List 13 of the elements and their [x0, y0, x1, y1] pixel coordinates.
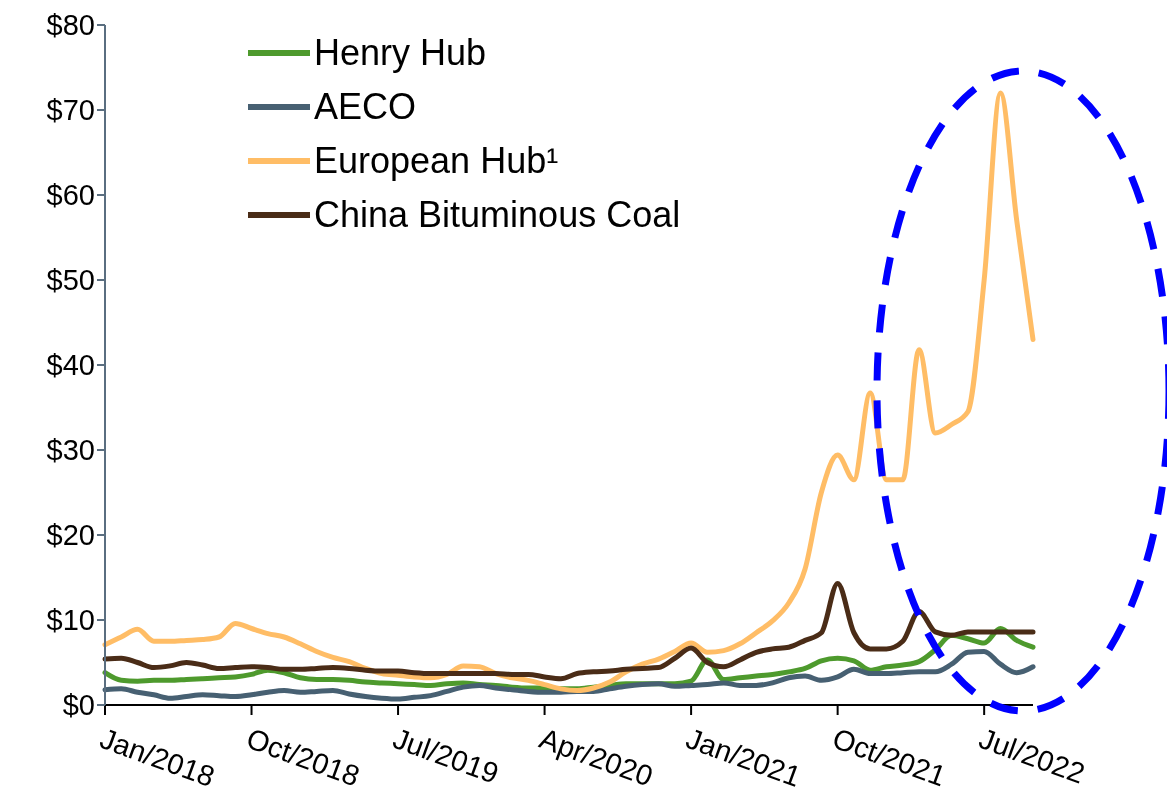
legend-label: China Bituminous Coal: [314, 194, 681, 236]
legend-label: European Hub¹: [314, 140, 559, 182]
y-tick-label: $20: [46, 519, 95, 552]
y-tick-label: $50: [46, 264, 95, 297]
legend-label: Henry Hub: [314, 32, 487, 74]
y-tick-label: $40: [46, 349, 95, 382]
y-tick-label: $0: [62, 689, 95, 722]
y-tick-label: $10: [46, 604, 95, 637]
y-tick-label: $70: [46, 94, 95, 127]
y-tick-label: $80: [46, 9, 95, 42]
y-tick-label: $30: [46, 434, 95, 467]
legend-label: AECO: [314, 86, 417, 128]
y-tick-label: $60: [46, 179, 95, 212]
